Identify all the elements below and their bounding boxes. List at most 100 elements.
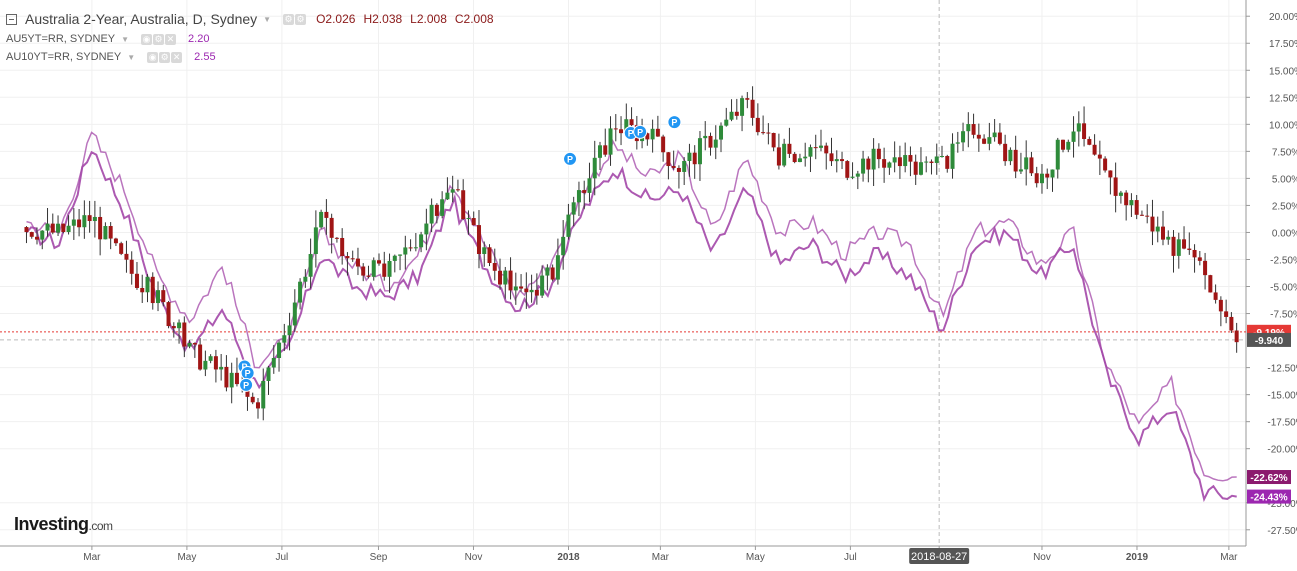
- candle-body: [987, 137, 992, 144]
- candle-body: [1087, 138, 1092, 145]
- candle-body: [661, 136, 666, 153]
- candle-body: [408, 247, 413, 249]
- candle-body: [40, 230, 45, 240]
- candle-body: [403, 247, 408, 255]
- legend-main[interactable]: Australia 2-Year, Australia, D, Sydney ▼…: [6, 11, 502, 27]
- last-value-label: -22.62%: [1250, 473, 1287, 484]
- candle-body: [1229, 316, 1234, 331]
- candle-body: [813, 147, 818, 149]
- candle-body: [324, 211, 329, 218]
- candle-body: [976, 134, 981, 139]
- candle-body: [398, 254, 403, 256]
- candle-body: [371, 260, 376, 277]
- candle-body: [287, 325, 292, 336]
- close-icon[interactable]: ✕: [171, 51, 183, 63]
- candle-body: [803, 156, 808, 159]
- candle-body: [156, 290, 161, 304]
- candle-body: [377, 260, 382, 264]
- candle-body: [676, 167, 681, 172]
- comparison-series: [25, 131, 1237, 503]
- chevron-down-icon[interactable]: ▼: [121, 34, 130, 44]
- candle-body: [424, 223, 429, 235]
- comparison-value: 2.20: [188, 33, 210, 45]
- y-tick-label: 2.50%: [1272, 201, 1297, 212]
- candle-body: [750, 99, 755, 118]
- candle-body: [729, 111, 734, 120]
- candle-body: [319, 211, 324, 228]
- settings-icon[interactable]: ⚙: [159, 51, 171, 63]
- candle-body: [545, 267, 550, 276]
- candle-body: [1187, 248, 1192, 250]
- candle-body: [56, 223, 61, 233]
- chevron-down-icon[interactable]: ▼: [127, 52, 136, 62]
- eye-icon[interactable]: ◉: [147, 51, 159, 63]
- y-tick-label: -15.00%: [1267, 391, 1297, 402]
- p-marker-icon: [667, 115, 682, 130]
- chevron-down-icon[interactable]: ▼: [263, 14, 272, 24]
- candle-body: [603, 145, 608, 155]
- candle-body: [850, 176, 855, 178]
- candle-body: [1139, 214, 1144, 216]
- candle-body: [982, 138, 987, 144]
- candle-body: [992, 132, 997, 138]
- candle-body: [619, 129, 624, 134]
- candle-body: [219, 366, 224, 370]
- y-tick-label: -17.50%: [1267, 418, 1297, 429]
- settings-icon[interactable]: ⚙: [153, 33, 165, 45]
- candle-body: [1113, 177, 1118, 196]
- y-tick-label: -25.00%: [1267, 499, 1297, 510]
- p-marker-label: P: [567, 154, 573, 164]
- series-controls[interactable]: ⚙ ⚙: [283, 13, 307, 25]
- gear-icon[interactable]: ⚙: [295, 13, 307, 25]
- candle-body: [476, 225, 481, 255]
- candle-body: [124, 253, 129, 260]
- candle-body: [597, 145, 602, 158]
- candle-body: [366, 275, 371, 277]
- candle-body: [745, 98, 750, 100]
- settings-icon[interactable]: ⚙: [283, 13, 295, 25]
- candle-body: [461, 190, 466, 219]
- candle-body: [329, 217, 334, 238]
- event-markers: PPPPPPP: [237, 115, 682, 392]
- candle-body: [508, 270, 513, 291]
- candle-body: [266, 367, 271, 381]
- candle-body: [940, 156, 945, 158]
- candle-body: [840, 159, 845, 162]
- y-tick-label: 12.50%: [1269, 93, 1297, 104]
- candle-body: [524, 288, 529, 293]
- eye-icon[interactable]: ◉: [141, 33, 153, 45]
- x-tick-label: Nov: [465, 552, 483, 563]
- x-tick-label: 2019: [1126, 552, 1149, 563]
- candle-body: [271, 358, 276, 368]
- candle-body: [434, 204, 439, 216]
- candle-body: [566, 214, 571, 237]
- candle-body: [934, 156, 939, 163]
- candle-body: [713, 139, 718, 148]
- vertical-gridlines: [91, 0, 1230, 546]
- series-controls[interactable]: ◉ ⚙ ✕: [147, 51, 183, 63]
- collapse-icon[interactable]: [6, 13, 17, 25]
- candle-body: [313, 227, 318, 255]
- candle-body: [466, 218, 471, 220]
- comparison-name: AU10YT=RR, SYDNEY: [6, 51, 122, 63]
- candle-body: [340, 237, 345, 257]
- legend-comparison-2[interactable]: AU10YT=RR, SYDNEY ▼ ◉ ⚙ ✕ 2.55: [6, 51, 216, 63]
- close-icon[interactable]: ✕: [165, 33, 177, 45]
- legend-comparison-1[interactable]: AU5YT=RR, SYDNEY ▼ ◉ ⚙ ✕ 2.20: [6, 33, 209, 45]
- candle-body: [298, 281, 303, 303]
- candle-body: [1092, 144, 1097, 155]
- candle-body: [161, 290, 166, 303]
- series-controls[interactable]: ◉ ⚙ ✕: [141, 33, 177, 45]
- candle-body: [1234, 330, 1239, 343]
- candle-body: [1003, 143, 1008, 162]
- candle-body: [103, 226, 108, 240]
- comparison-value: 2.55: [194, 51, 216, 63]
- candle-body: [345, 256, 350, 259]
- candle-body: [250, 396, 255, 403]
- candle-body: [834, 159, 839, 162]
- candle-body: [571, 202, 576, 215]
- candle-body: [740, 98, 745, 116]
- x-tick-label: May: [746, 552, 765, 563]
- candle-body: [792, 153, 797, 163]
